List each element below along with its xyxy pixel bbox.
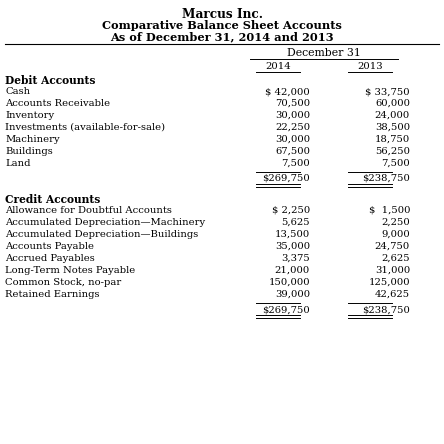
Text: Buildings: Buildings xyxy=(5,147,53,156)
Text: 150,000: 150,000 xyxy=(268,278,310,287)
Text: Retained Earnings: Retained Earnings xyxy=(5,290,99,299)
Text: 42,625: 42,625 xyxy=(375,290,410,299)
Text: Inventory: Inventory xyxy=(5,111,54,120)
Text: 35,000: 35,000 xyxy=(275,242,310,251)
Text: 31,000: 31,000 xyxy=(375,266,410,275)
Text: Accounts Payable: Accounts Payable xyxy=(5,242,94,251)
Text: Accumulated Depreciation—Buildings: Accumulated Depreciation—Buildings xyxy=(5,230,198,239)
Text: 38,500: 38,500 xyxy=(375,123,410,132)
Text: $ 2,250: $ 2,250 xyxy=(272,206,310,215)
Text: 39,000: 39,000 xyxy=(275,290,310,299)
Text: $  1,500: $ 1,500 xyxy=(369,206,410,215)
Text: Long-Term Notes Payable: Long-Term Notes Payable xyxy=(5,266,135,275)
Text: 2014: 2014 xyxy=(265,62,291,71)
Text: 9,000: 9,000 xyxy=(381,230,410,239)
Text: Machinery: Machinery xyxy=(5,135,59,144)
Text: $ 33,750: $ 33,750 xyxy=(365,87,410,96)
Text: 56,250: 56,250 xyxy=(375,147,410,156)
Text: 7,500: 7,500 xyxy=(281,159,310,168)
Text: 22,250: 22,250 xyxy=(275,123,310,132)
Text: 13,500: 13,500 xyxy=(275,230,310,239)
Text: 60,000: 60,000 xyxy=(375,99,410,108)
Text: 2013: 2013 xyxy=(357,62,383,71)
Text: 2,250: 2,250 xyxy=(381,218,410,227)
Text: Marcus Inc.: Marcus Inc. xyxy=(182,8,262,21)
Text: Accounts Receivable: Accounts Receivable xyxy=(5,99,110,108)
Text: Accumulated Depreciation—Machinery: Accumulated Depreciation—Machinery xyxy=(5,218,205,227)
Text: Debit Accounts: Debit Accounts xyxy=(5,75,95,86)
Text: $ 42,000: $ 42,000 xyxy=(265,87,310,96)
Text: $269,750: $269,750 xyxy=(262,305,310,314)
Text: 70,500: 70,500 xyxy=(275,99,310,108)
Text: Land: Land xyxy=(5,159,31,168)
Text: Common Stock, no-par: Common Stock, no-par xyxy=(5,278,121,287)
Text: 30,000: 30,000 xyxy=(275,135,310,144)
Text: Accrued Payables: Accrued Payables xyxy=(5,254,95,263)
Text: 3,375: 3,375 xyxy=(281,254,310,263)
Text: 30,000: 30,000 xyxy=(275,111,310,120)
Text: Credit Accounts: Credit Accounts xyxy=(5,194,100,205)
Text: 2,625: 2,625 xyxy=(381,254,410,263)
Text: 24,000: 24,000 xyxy=(375,111,410,120)
Text: 5,625: 5,625 xyxy=(281,218,310,227)
Text: 18,750: 18,750 xyxy=(375,135,410,144)
Text: 24,750: 24,750 xyxy=(375,242,410,251)
Text: $269,750: $269,750 xyxy=(262,174,310,183)
Text: Allowance for Doubtful Accounts: Allowance for Doubtful Accounts xyxy=(5,206,172,215)
Text: $238,750: $238,750 xyxy=(362,305,410,314)
Text: Investments (available-for-sale): Investments (available-for-sale) xyxy=(5,123,165,132)
Text: December 31: December 31 xyxy=(287,48,361,58)
Text: 67,500: 67,500 xyxy=(275,147,310,156)
Text: Comparative Balance Sheet Accounts: Comparative Balance Sheet Accounts xyxy=(102,20,342,31)
Text: As of December 31, 2014 and 2013: As of December 31, 2014 and 2013 xyxy=(110,31,334,42)
Text: $238,750: $238,750 xyxy=(362,174,410,183)
Text: 125,000: 125,000 xyxy=(369,278,410,287)
Text: Cash: Cash xyxy=(5,87,30,96)
Text: 7,500: 7,500 xyxy=(381,159,410,168)
Text: 21,000: 21,000 xyxy=(275,266,310,275)
